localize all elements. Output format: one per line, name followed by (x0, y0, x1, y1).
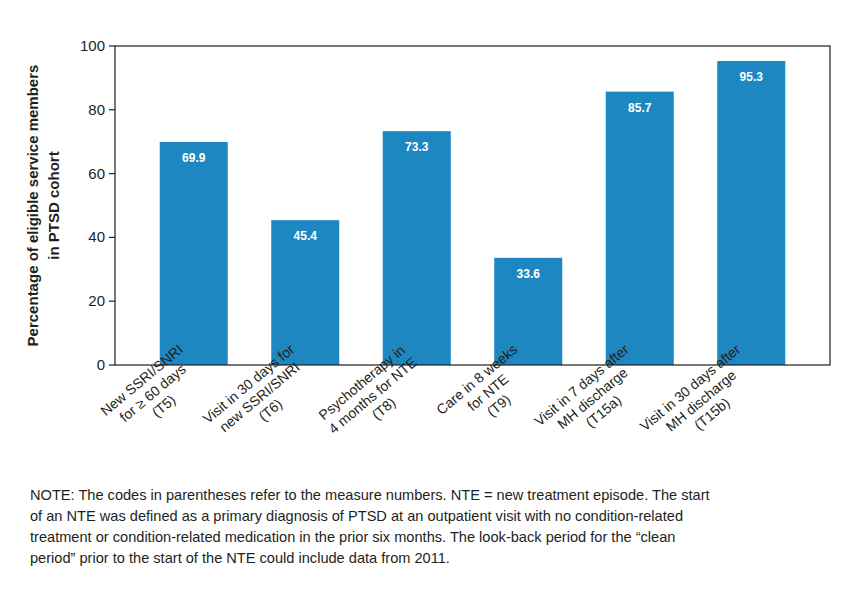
axis-title-line: Percentage of eligible service members (24, 65, 41, 347)
data-label: 85.7 (628, 101, 652, 115)
bar (383, 131, 451, 365)
tick-label-line: new SSRI/SNRI (216, 359, 303, 435)
tick-label: 60 (88, 165, 105, 182)
tick-mark (109, 237, 115, 238)
tick-label-line: Visit in 30 days after (637, 341, 744, 434)
tick-label-line: (T8) (369, 394, 399, 423)
tick-mark (109, 45, 115, 46)
note-line: period” prior to the start of the NTE co… (30, 550, 450, 566)
tick-label: 0 (97, 356, 105, 373)
tick-label-line: (T6) (255, 395, 285, 424)
x-label-group: Visit in 30 days afterMH discharge(T15b) (637, 341, 766, 460)
tick-label: 80 (88, 101, 105, 118)
data-label: 95.3 (740, 70, 764, 84)
tick-label: Visit in 7 days afterMH discharge(T15a) (531, 341, 654, 455)
data-label: 69.9 (182, 151, 206, 165)
tick-mark (109, 301, 115, 302)
note-line: NOTE: The codes in parentheses refer to … (30, 487, 710, 503)
tick-label-line: MH discharge (663, 367, 740, 435)
note-line: treatment or condition-related medicatio… (30, 529, 675, 545)
bars (160, 61, 786, 365)
tick-label: New SSRI/SNRIfor ≥ 60 days(T5) (97, 341, 207, 445)
x-label-group: Care in 8 weeksfor NTE(T9) (433, 341, 542, 444)
data-label: 33.6 (517, 267, 541, 281)
tick-mark (109, 109, 115, 110)
tick-label-line: (T15a) (582, 392, 624, 431)
bar (717, 61, 785, 365)
tick-label-line: (T15b) (691, 394, 733, 433)
x-label-group: Visit in 30 days fornew SSRI/SNRI(T6) (200, 341, 320, 453)
tick-label: 100 (80, 37, 105, 54)
tick-label: 40 (88, 228, 105, 245)
x-label-group: New SSRI/SNRIfor ≥ 60 days(T5) (97, 341, 207, 445)
bar (271, 220, 339, 365)
plot-frame (115, 46, 830, 365)
x-label-group: Visit in 7 days afterMH discharge(T15a) (531, 341, 654, 455)
tick-label: Visit in 30 days afterMH discharge(T15b) (637, 341, 766, 460)
chart: 69.9 45.4 73.3 33.6 85.7 95.3 0 20 40 60 80 100 Perc… (0, 0, 860, 602)
note-line: of an NTE was defined as a primary diagn… (30, 508, 683, 524)
axis-title-line: in PTSD cohort (45, 151, 62, 259)
x-label-group: Psychotherapy in4 months for NTE(T8) (315, 341, 431, 450)
tick-label-line: MH discharge (554, 364, 631, 432)
tick-label-line: 4 months for NTE (325, 354, 419, 437)
bar (160, 142, 228, 365)
tick-mark (109, 364, 115, 365)
note: NOTE: The codes in parentheses refer to … (30, 487, 710, 566)
axis-title: Percentage of eligible service membersin… (24, 65, 62, 347)
tick-mark (109, 173, 115, 174)
tick-label-line: (T5) (149, 392, 179, 421)
bar (606, 92, 674, 365)
data-label: 73.3 (405, 140, 429, 154)
tick-label: 20 (88, 292, 105, 309)
tick-label: Care in 8 weeksfor NTE(T9) (433, 341, 542, 444)
tick-label: Psychotherapy in4 months for NTE(T8) (315, 341, 431, 450)
tick-label-line: (T9) (484, 391, 514, 420)
tick-label-line: for ≥ 60 days (116, 361, 188, 425)
tick-label: Visit in 30 days fornew SSRI/SNRI(T6) (200, 341, 320, 453)
data-label: 45.4 (294, 229, 318, 243)
